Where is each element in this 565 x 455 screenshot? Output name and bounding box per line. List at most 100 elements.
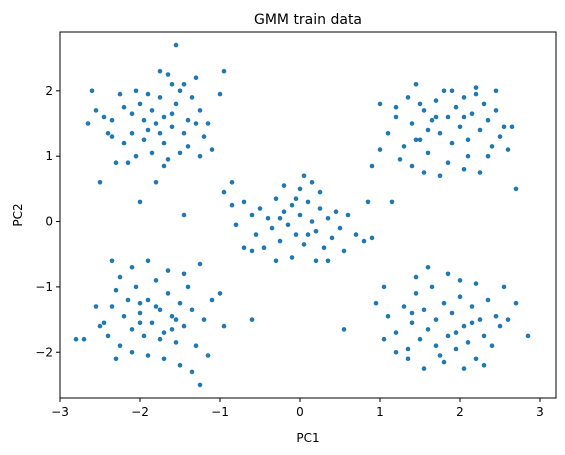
data-point — [161, 163, 167, 169]
data-point — [421, 108, 427, 113]
data-point — [513, 300, 519, 306]
data-point — [493, 88, 499, 94]
data-point — [145, 91, 151, 97]
data-point — [421, 170, 427, 175]
data-point — [189, 307, 195, 313]
data-point — [449, 88, 455, 94]
data-point — [185, 144, 191, 149]
scatter-points — [73, 42, 531, 388]
data-point — [85, 121, 91, 126]
data-point — [73, 336, 79, 342]
x-tick-label: −1 — [211, 405, 229, 419]
data-point — [137, 320, 143, 326]
data-point — [461, 167, 467, 172]
data-point — [485, 297, 491, 303]
data-point — [493, 108, 499, 113]
data-point — [393, 330, 399, 335]
data-point — [457, 294, 463, 300]
x-tick-label: 1 — [376, 405, 384, 419]
data-point — [81, 336, 87, 342]
data-point — [393, 104, 399, 110]
data-point — [93, 304, 99, 309]
data-point — [173, 101, 179, 107]
data-point — [157, 131, 163, 136]
data-point — [161, 114, 167, 120]
data-point — [89, 88, 95, 94]
data-point — [485, 153, 491, 159]
data-point — [461, 323, 467, 329]
data-point — [481, 101, 487, 107]
data-point — [469, 111, 475, 116]
data-point — [137, 199, 143, 205]
data-point — [249, 248, 255, 254]
data-point — [509, 124, 515, 130]
data-point — [285, 222, 291, 228]
data-point — [409, 320, 415, 326]
data-point — [401, 144, 407, 149]
data-point — [317, 189, 323, 195]
data-point — [233, 222, 239, 228]
data-point — [221, 68, 227, 74]
data-point — [177, 363, 183, 368]
data-point — [413, 291, 419, 296]
data-point — [165, 291, 171, 296]
data-point — [161, 330, 167, 335]
data-point — [125, 297, 131, 303]
data-point — [201, 317, 207, 322]
x-tick-label: 0 — [296, 405, 304, 419]
data-point — [161, 356, 167, 362]
data-point — [441, 359, 447, 365]
data-point — [173, 340, 179, 345]
data-point — [205, 121, 211, 126]
data-point — [413, 137, 419, 143]
data-point — [157, 307, 163, 313]
data-point — [205, 353, 211, 358]
data-point — [169, 327, 175, 332]
data-point — [453, 104, 459, 110]
data-point — [157, 68, 163, 74]
data-point — [117, 343, 123, 349]
data-point — [273, 258, 279, 264]
data-point — [137, 101, 143, 107]
data-point — [481, 363, 487, 368]
data-point — [241, 245, 247, 250]
data-point — [409, 163, 415, 169]
data-point — [177, 300, 183, 306]
data-point — [153, 121, 159, 126]
data-point — [149, 150, 155, 156]
data-point — [321, 245, 327, 250]
data-point — [417, 101, 423, 107]
y-tick-label: 0 — [45, 215, 53, 229]
data-point — [333, 209, 339, 214]
data-point — [193, 343, 199, 349]
data-point — [169, 82, 175, 87]
data-point — [445, 114, 451, 120]
data-point — [325, 216, 331, 221]
data-point — [133, 88, 139, 94]
data-point — [157, 95, 163, 100]
data-point — [117, 274, 123, 280]
data-point — [425, 127, 431, 133]
data-point — [481, 333, 487, 339]
data-point — [497, 323, 503, 329]
data-point — [365, 199, 371, 205]
data-point — [141, 333, 147, 339]
data-point — [169, 124, 175, 130]
data-point — [341, 327, 347, 332]
data-point — [369, 235, 375, 241]
data-point — [181, 212, 187, 218]
data-point — [121, 104, 127, 110]
data-point — [109, 117, 115, 123]
data-point — [473, 356, 479, 362]
data-point — [341, 248, 347, 254]
data-point — [441, 300, 447, 306]
data-point — [477, 317, 483, 322]
data-point — [133, 284, 139, 290]
data-point — [125, 160, 131, 165]
data-point — [173, 42, 179, 48]
data-point — [101, 114, 107, 120]
data-point — [165, 157, 171, 162]
data-point — [301, 242, 307, 247]
data-point — [277, 216, 283, 221]
data-point — [473, 85, 479, 90]
